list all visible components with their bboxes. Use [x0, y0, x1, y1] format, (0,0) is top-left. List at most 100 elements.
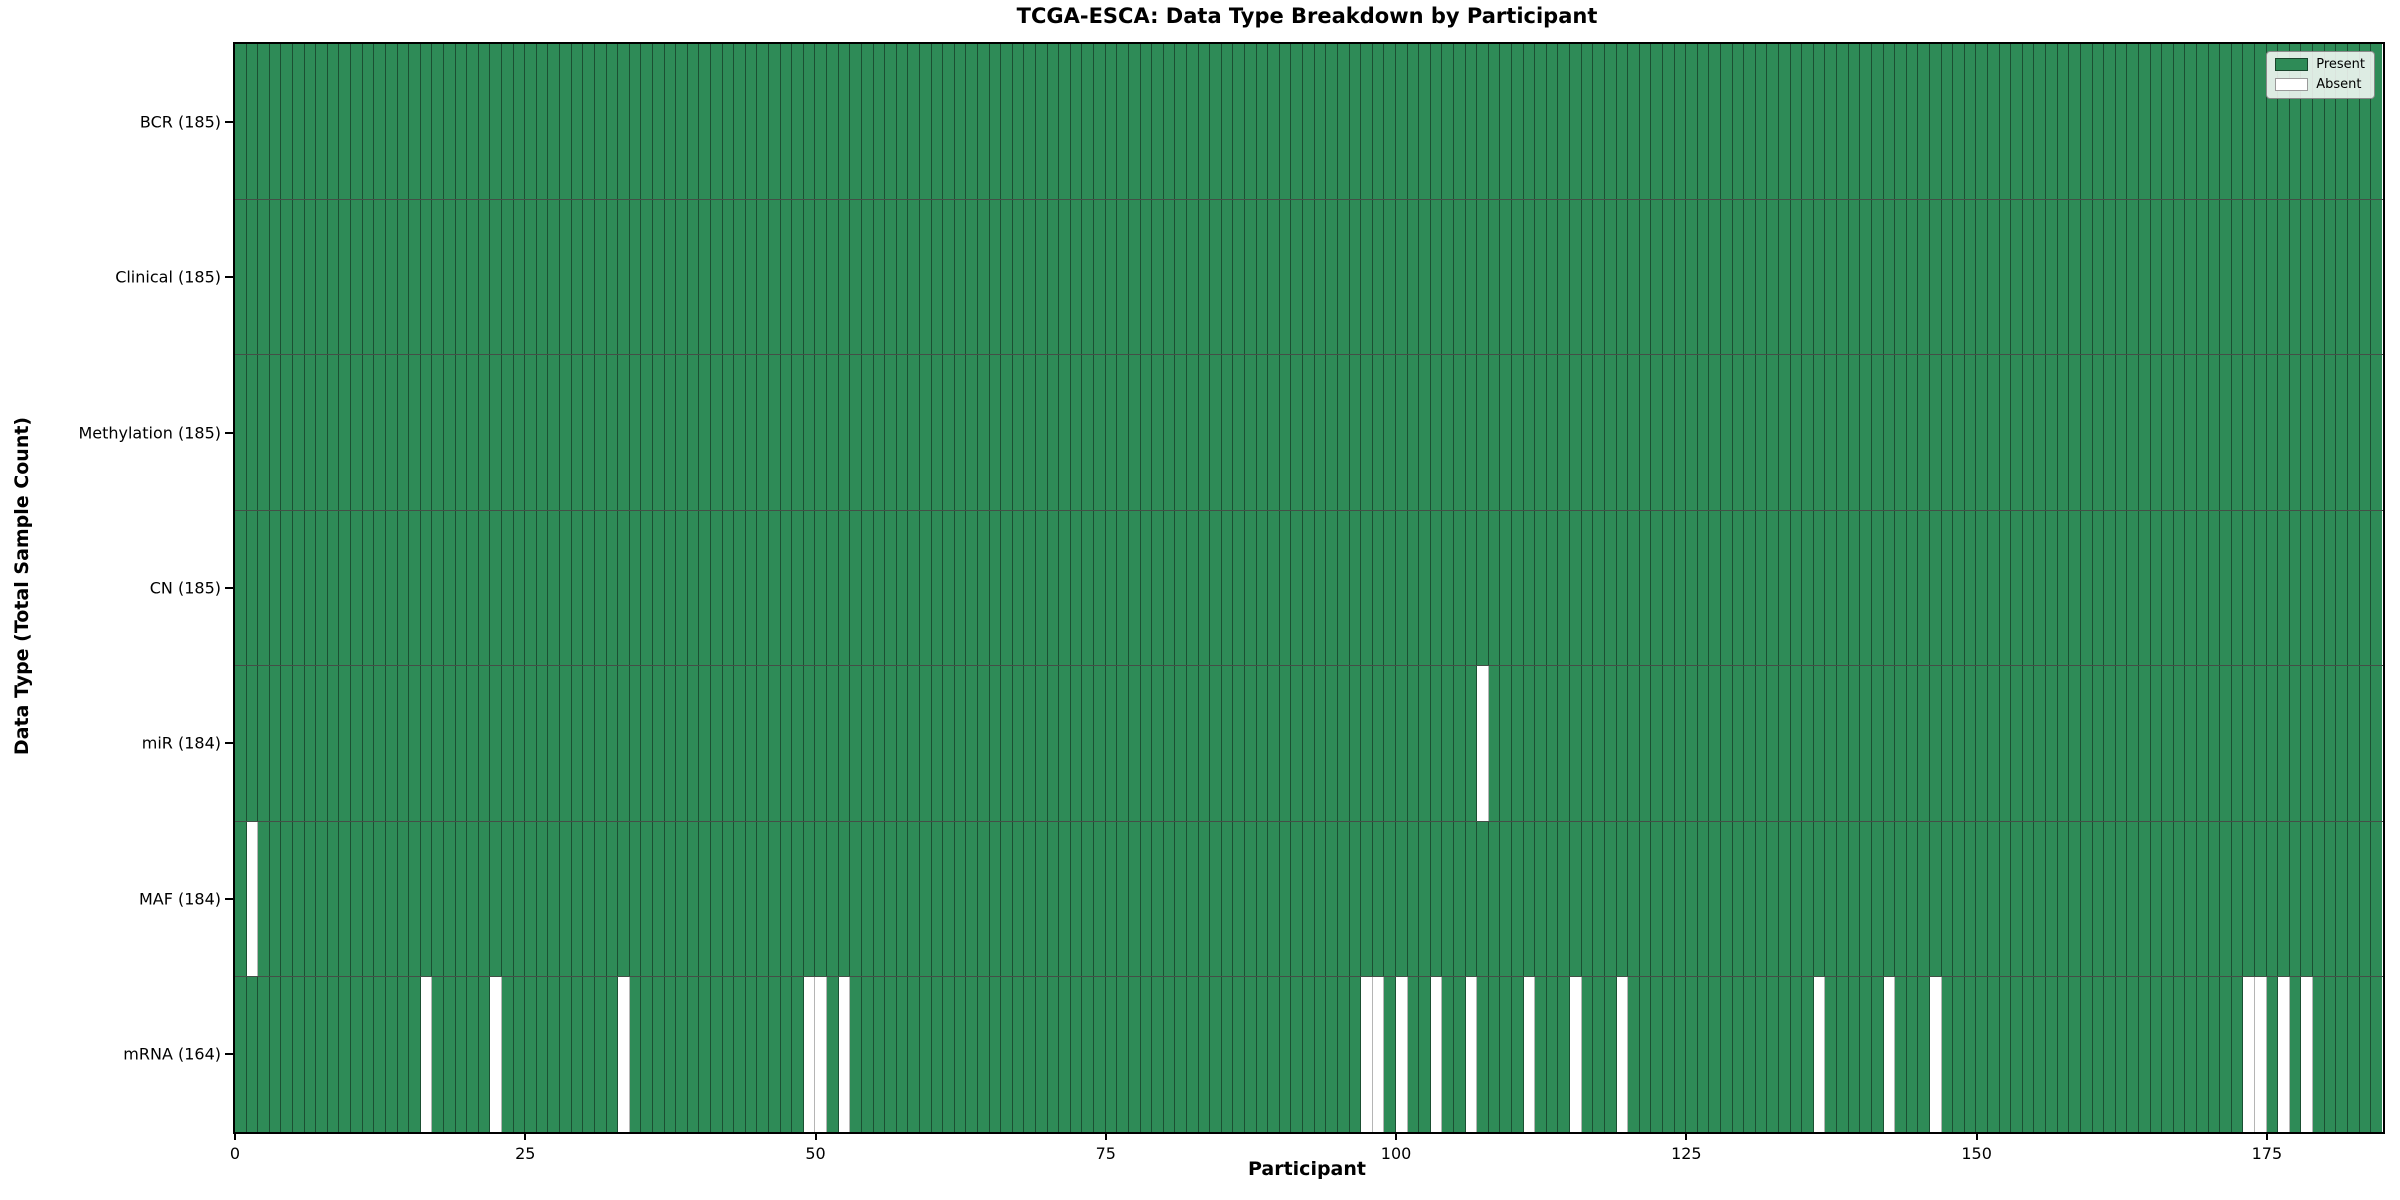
matrix-cell	[676, 821, 688, 977]
matrix-cell	[1581, 510, 1594, 666]
matrix-cell	[339, 44, 352, 199]
matrix-cell	[1779, 977, 1791, 1133]
matrix-cell	[978, 44, 990, 199]
matrix-cell	[1686, 821, 1698, 977]
matrix-cell	[1303, 977, 1315, 1133]
legend-entry-present: Present	[2275, 57, 2365, 72]
matrix-cell	[2185, 355, 2197, 510]
matrix-cell	[1221, 44, 1234, 199]
matrix-cell	[1210, 355, 1222, 510]
matrix-cell	[687, 666, 700, 821]
matrix-cell	[1186, 821, 1199, 977]
matrix-cell	[2301, 977, 2314, 1133]
matrix-cell	[362, 510, 375, 666]
matrix-cell	[1964, 666, 1977, 821]
matrix-cell	[1546, 44, 1559, 199]
matrix-cell	[989, 355, 1002, 510]
matrix-cell	[1918, 977, 1930, 1133]
matrix-cell	[1848, 510, 1861, 666]
x-tick-label: 175	[2251, 1144, 2283, 1163]
matrix-cell	[1384, 821, 1396, 977]
matrix-cell	[1860, 510, 1872, 666]
matrix-cell	[2138, 510, 2151, 666]
matrix-cell	[943, 44, 955, 199]
matrix-cell	[1871, 510, 1884, 666]
matrix-cell	[1094, 666, 1106, 821]
matrix-cell	[548, 44, 561, 199]
matrix-cell	[304, 199, 317, 355]
matrix-cell	[420, 666, 433, 821]
matrix-cell	[1140, 977, 1153, 1133]
matrix-cell	[606, 666, 619, 821]
matrix-cell	[1988, 977, 2000, 1133]
matrix-cell	[594, 355, 607, 510]
matrix-cell	[618, 977, 630, 1133]
data-type-row-Clinical	[235, 199, 2383, 356]
matrix-cell	[687, 977, 700, 1133]
matrix-cell	[1732, 977, 1745, 1133]
matrix-cell	[583, 977, 595, 1133]
y-tick-label: BCR (185)	[139, 112, 221, 132]
matrix-cell	[618, 510, 630, 666]
matrix-cell	[919, 510, 932, 666]
matrix-cell	[316, 44, 328, 199]
matrix-cell	[1546, 510, 1559, 666]
matrix-cell	[629, 821, 642, 977]
matrix-cell	[1012, 977, 1025, 1133]
matrix-cell	[1686, 977, 1698, 1133]
matrix-cell	[1337, 666, 1350, 821]
matrix-cell	[1732, 355, 1745, 510]
matrix-cell	[467, 355, 479, 510]
matrix-cell	[1175, 355, 1187, 510]
matrix-cell	[362, 666, 375, 821]
matrix-cell	[1628, 199, 1640, 355]
matrix-cell	[1221, 510, 1234, 666]
matrix-cell	[1094, 510, 1106, 666]
matrix-cell	[1848, 44, 1861, 199]
matrix-cell	[2104, 44, 2116, 199]
matrix-cell	[1407, 44, 1420, 199]
matrix-cell	[316, 977, 328, 1133]
matrix-cell	[560, 44, 572, 199]
matrix-cell	[1361, 199, 1373, 355]
matrix-cell	[1755, 821, 1768, 977]
matrix-cell	[1558, 977, 1571, 1133]
matrix-cell	[1419, 510, 1431, 666]
matrix-cell	[2196, 977, 2209, 1133]
matrix-cell	[1326, 977, 1338, 1133]
matrix-cell	[1581, 977, 1594, 1133]
matrix-cell	[1152, 821, 1164, 977]
matrix-cell	[1279, 977, 1292, 1133]
matrix-cell	[594, 666, 607, 821]
matrix-cell	[861, 666, 874, 821]
matrix-cell	[478, 44, 491, 199]
matrix-cell	[722, 510, 735, 666]
matrix-cell	[943, 510, 955, 666]
matrix-cell	[2255, 510, 2267, 666]
matrix-cell	[2336, 666, 2348, 821]
matrix-cell	[1953, 666, 1965, 821]
matrix-cell	[1082, 44, 1095, 199]
matrix-cell	[2080, 821, 2093, 977]
matrix-cell	[1337, 977, 1350, 1133]
matrix-cell	[2289, 199, 2302, 355]
matrix-cell	[1860, 821, 1872, 977]
y-tick-label: Clinical (185)	[115, 267, 221, 287]
matrix-cell	[1036, 977, 1048, 1133]
matrix-cell	[618, 355, 630, 510]
matrix-cell	[2092, 977, 2105, 1133]
matrix-cell	[1848, 355, 1861, 510]
matrix-cell	[1709, 666, 1721, 821]
matrix-cell	[490, 44, 503, 199]
matrix-cell	[1395, 199, 1408, 355]
matrix-cell	[722, 821, 735, 977]
matrix-cell	[1512, 44, 1524, 199]
matrix-cell	[1140, 666, 1153, 821]
matrix-cell	[2220, 977, 2232, 1133]
matrix-cell	[1790, 44, 1803, 199]
matrix-cell	[339, 977, 352, 1133]
matrix-cell	[850, 821, 862, 977]
matrix-cell	[1152, 510, 1164, 666]
matrix-cell	[1755, 977, 1768, 1133]
matrix-cell	[2115, 821, 2128, 977]
